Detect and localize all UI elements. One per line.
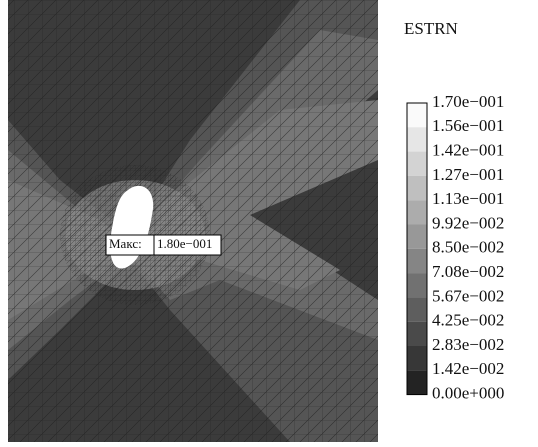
max-label: Макс: — [109, 236, 142, 251]
legend-swatch — [407, 127, 427, 151]
legend-label: 9.92e−002 — [432, 213, 504, 232]
legend-label: 1.27e−001 — [432, 165, 504, 184]
legend-swatch — [407, 176, 427, 200]
legend-title: ESTRN — [404, 19, 458, 38]
legend-swatch — [407, 322, 427, 346]
legend-label: 7.08e−002 — [432, 262, 504, 281]
legend-label: 1.13e−001 — [432, 189, 504, 208]
legend-swatch — [407, 297, 427, 321]
legend-swatch — [407, 273, 427, 297]
legend-label: 1.56e−001 — [432, 116, 504, 135]
max-value: 1.80e−001 — [157, 236, 212, 251]
legend-label: 1.42e−001 — [432, 141, 504, 160]
legend-swatch — [407, 152, 427, 176]
legend: 1.70e−001 1.56e−001 1.42e−001 1.27e−001 1.13… — [407, 92, 504, 403]
legend-label: 5.67e−002 — [432, 286, 504, 305]
plot: Макс: 1.80e−001 — [8, 0, 378, 442]
legend-label: 8.50e−002 — [432, 238, 504, 257]
legend-swatch — [407, 200, 427, 224]
legend-swatch — [407, 370, 427, 394]
legend-label: 1.70e−001 — [432, 92, 504, 111]
legend-swatch — [407, 249, 427, 273]
legend-label: 1.42e−002 — [432, 359, 504, 378]
legend-label: 4.25e−002 — [432, 311, 504, 330]
screen: Макс: 1.80e−001 ESTRN 1.70e−001 1.56e−001… — [0, 0, 538, 442]
legend-label: 0.00e+000 — [432, 384, 504, 403]
legend-swatch — [407, 346, 427, 370]
legend-swatch — [407, 225, 427, 249]
legend-swatch — [407, 103, 427, 127]
legend-label: 2.83e−002 — [432, 335, 504, 354]
